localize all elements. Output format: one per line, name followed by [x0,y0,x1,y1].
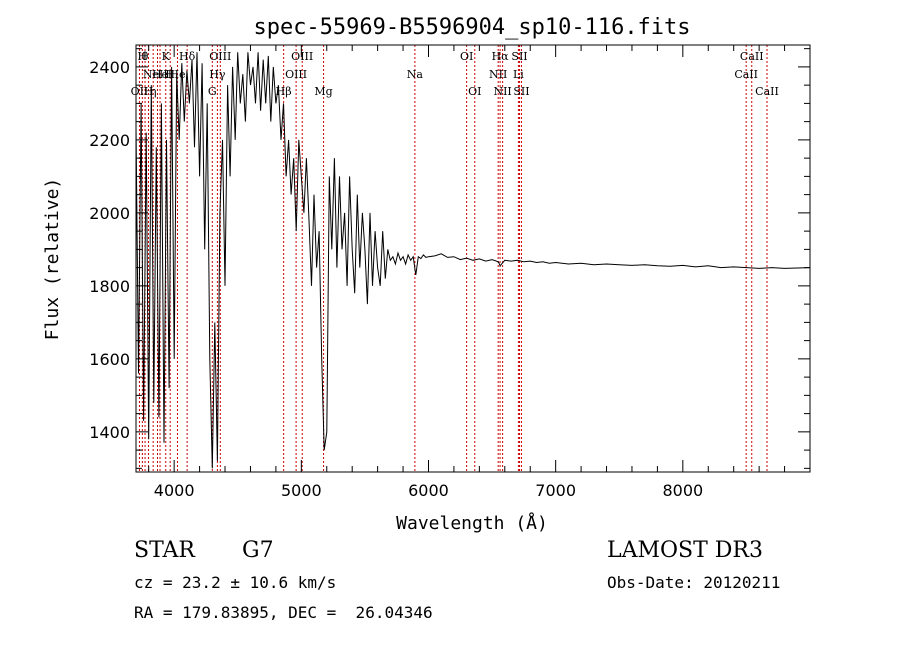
line-marker-label: Na [407,68,424,81]
x-tick-label: 7000 [535,481,576,500]
line-marker-label: Li [513,68,524,81]
line-markers [138,45,768,472]
y-axis: 1400 1600 1800 2000 2200 2400 [89,48,810,469]
spectrum-line [135,52,811,469]
survey-name: LAMOST DR3 [607,538,763,563]
line-marker-label: NII [489,68,507,81]
line-marker-label: Hβ [276,85,292,98]
line-marker-label: η [150,85,157,98]
line-marker-label: Hγ [209,68,226,81]
line-marker-label: Mg [314,85,332,98]
x-axis-label: Wavelength (Å) [396,512,548,534]
line-marker-label: G [208,85,217,98]
line-marker-label: OIII [285,68,307,81]
y-tick-label: 2400 [89,58,130,77]
coordinates: RA = 179.83895, DEC = 26.04346 [134,603,433,622]
x-tick-label: 4000 [154,481,195,500]
line-labels: OIIHθHηNeIIIHeKHHeHδGHγOIIIHβOIIIOIIIMgN… [131,50,779,98]
line-marker-label: OI [460,50,473,63]
line-marker-label: NeIII [143,68,172,81]
object-class: STAR [134,538,195,563]
x-axis: 4000 5000 6000 7000 8000 [148,45,786,500]
line-marker-label: SII [511,50,527,63]
line-marker-label: CaII [734,68,758,81]
line-marker-label: OIII [291,50,313,63]
x-tick-label: 8000 [662,481,703,500]
line-marker-label: He [169,68,185,81]
line-marker-label: OI [468,85,481,98]
plot-frame [135,44,811,473]
line-marker-label: OII [131,85,149,98]
y-tick-label: 2200 [89,131,130,150]
y-tick-label: 2000 [89,204,130,223]
redshift-value: cz = 23.2 ± 10.6 km/s [134,573,337,592]
line-marker-label: He [152,68,168,81]
line-marker-label: NII [493,85,511,98]
x-tick-label: 6000 [408,481,449,500]
line-marker-label: H [138,50,148,63]
y-axis-label: Flux (relative) [42,178,63,341]
line-marker-label: K [162,50,171,63]
line-marker-label: Hδ [179,50,196,63]
chart-title: spec-55969-B5596904_sp10-116.fits [253,15,690,40]
line-marker-label: H [144,85,154,98]
line-marker-label: Hα [492,50,510,63]
x-tick-label: 5000 [281,481,322,500]
y-tick-label: 1800 [89,277,130,296]
line-marker-label: θ [142,50,149,63]
line-marker-label: H [165,68,175,81]
y-tick-label: 1400 [89,423,130,442]
y-tick-label: 1600 [89,350,130,369]
object-subclass: G7 [242,538,274,563]
line-marker-label: CaII [740,50,764,63]
line-marker-label: OIII [209,50,231,63]
line-marker-label: CaII [755,85,779,98]
observation-date: Obs-Date: 20120211 [607,573,781,592]
line-marker-label: SII [513,85,529,98]
